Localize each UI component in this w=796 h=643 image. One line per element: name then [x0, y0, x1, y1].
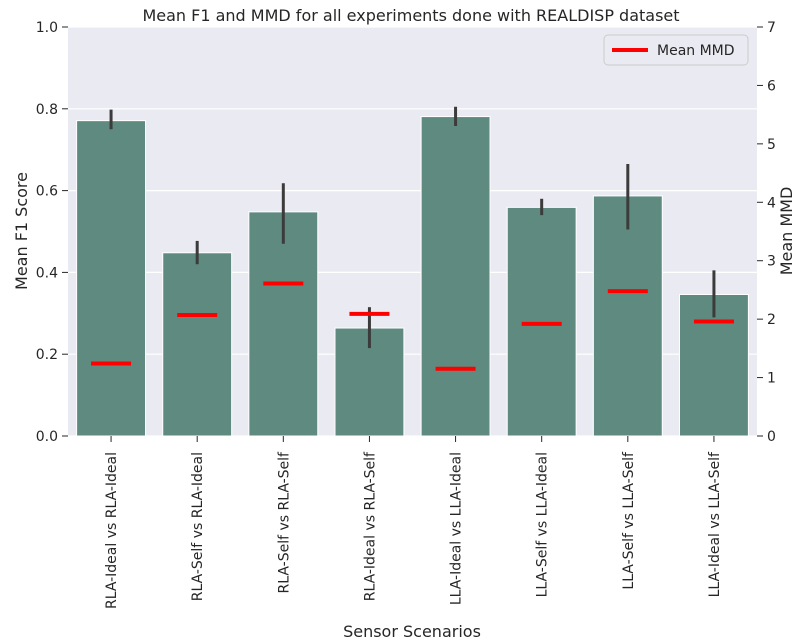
y2-axis-title: Mean MMD [777, 187, 796, 276]
y-tick-label: 0.2 [36, 347, 58, 363]
legend: Mean MMD [603, 34, 749, 66]
y-tick-label: 1.0 [36, 20, 58, 36]
x-axis-title: Sensor Scenarios [343, 622, 481, 641]
x-axis: RLA-Ideal vs RLA-Ideal RLA-Self vs RLA-Id… [104, 436, 723, 609]
bar [248, 211, 319, 437]
y2-tick-label: 3 [767, 254, 776, 270]
x-tick-label: LLA-Self vs LLA-Self [621, 451, 637, 590]
y2-tick-label: 6 [767, 78, 776, 94]
bar [506, 206, 577, 437]
x-tick-label: RLA-Ideal vs RLA-Ideal [104, 452, 120, 609]
x-tick-label: RLA-Self vs RLA-Self [276, 451, 292, 594]
bar [162, 252, 233, 437]
bar [76, 120, 147, 437]
y-tick-label: 0.4 [36, 265, 58, 281]
x-tick-label: LLA-Self vs LLA-Ideal [535, 452, 551, 597]
y2-tick-label: 2 [767, 312, 776, 328]
bars [76, 116, 749, 437]
x-tick-label: RLA-Ideal vs RLA-Self [362, 451, 378, 601]
x-tick-label: LLA-Ideal vs LLA-Self [707, 451, 723, 597]
bar [420, 116, 491, 437]
legend-box [603, 34, 749, 66]
y-tick-label: 0.8 [36, 102, 58, 118]
bar [592, 195, 663, 437]
x-tick-label: LLA-Ideal vs LLA-Ideal [449, 452, 465, 605]
right-axis: 0 1 2 3 4 5 6 7 [757, 20, 776, 445]
y2-tick-label: 5 [767, 137, 776, 153]
y2-tick-label: 1 [767, 371, 776, 387]
y-axis-title: Mean F1 Score [12, 172, 31, 290]
y2-tick-label: 4 [767, 195, 776, 211]
left-axis: 0.0 0.2 0.4 0.6 0.8 1.0 [36, 20, 68, 445]
mmd-markers [91, 281, 734, 371]
y2-tick-label: 7 [767, 20, 776, 36]
y-tick-label: 0.0 [36, 429, 58, 445]
chart-title: Mean F1 and MMD for all experiments done… [142, 6, 679, 25]
y-tick-label: 0.6 [36, 184, 58, 200]
x-tick-label: RLA-Self vs RLA-Ideal [190, 452, 206, 601]
y2-tick-label: 0 [767, 429, 776, 445]
legend-mean-mmd-label: Mean MMD [657, 43, 735, 59]
bar [678, 293, 749, 437]
